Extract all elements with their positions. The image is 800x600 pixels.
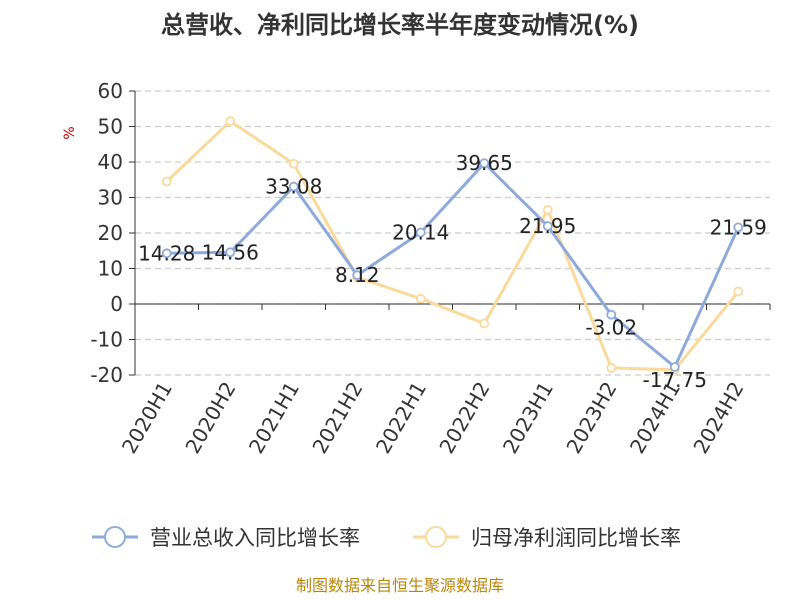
series-point-0 bbox=[225, 247, 236, 258]
series-lines bbox=[161, 116, 744, 375]
y-tick-label: 10 bbox=[98, 257, 123, 281]
series-point-1 bbox=[161, 176, 172, 187]
series-point-1 bbox=[288, 158, 299, 169]
series-point-0 bbox=[415, 227, 426, 238]
series-point-0 bbox=[669, 362, 680, 372]
data-label: 39.65 bbox=[456, 151, 513, 175]
series-point-0 bbox=[288, 181, 299, 192]
data-label: -17.75 bbox=[643, 368, 707, 392]
y-tick-label: 0 bbox=[110, 292, 123, 316]
y-tick-label: 20 bbox=[98, 221, 123, 245]
series-point-0 bbox=[542, 221, 553, 231]
series-line-0 bbox=[166, 161, 740, 369]
data-label: 21.95 bbox=[519, 214, 576, 238]
series-point-0 bbox=[479, 158, 490, 169]
y-tick-label: -20 bbox=[90, 363, 123, 387]
x-tick-label: 2020H2 bbox=[180, 378, 240, 458]
data-label: 8.12 bbox=[335, 263, 380, 287]
y-tick-label: 50 bbox=[98, 115, 123, 139]
data-label: -3.02 bbox=[585, 316, 637, 340]
legend-swatch-marker bbox=[104, 526, 126, 548]
x-tick-label: 2021H1 bbox=[244, 378, 304, 458]
series-line-1 bbox=[165, 119, 740, 372]
x-tick-label: 2023H2 bbox=[561, 378, 621, 458]
series-point-1 bbox=[415, 293, 426, 304]
y-tick-label: 30 bbox=[98, 186, 123, 210]
x-tick-label: 2022H1 bbox=[371, 378, 431, 458]
series-point-1 bbox=[479, 318, 490, 329]
grid-lines bbox=[135, 90, 770, 376]
y-tick-label: -10 bbox=[90, 328, 123, 352]
x-tick-label: 2022H2 bbox=[434, 378, 494, 458]
series-point-1 bbox=[606, 362, 617, 373]
data-label: 20.14 bbox=[392, 221, 449, 245]
y-tick-label: 40 bbox=[98, 150, 123, 174]
y-axis-unit: % bbox=[62, 126, 78, 139]
legend-label: 归母净利润同比增长率 bbox=[471, 526, 681, 550]
legend-label: 营业总收入同比增长率 bbox=[150, 526, 360, 550]
series-point-0 bbox=[733, 222, 744, 233]
source-note: 制图数据来自恒生聚源数据库 bbox=[296, 576, 504, 595]
series-point-1 bbox=[733, 286, 744, 297]
series-point-1 bbox=[542, 205, 553, 215]
y-tick-label: 60 bbox=[98, 79, 123, 103]
axes bbox=[129, 90, 771, 376]
series-point-0 bbox=[352, 270, 363, 281]
series-point-0 bbox=[161, 248, 172, 259]
y-tick-labels: 60 50 40 30 20 10 0 -10 -20 bbox=[90, 79, 123, 387]
legend-swatch-marker bbox=[425, 526, 447, 548]
data-label: 21.59 bbox=[710, 215, 767, 239]
chart-title: 总营收、净利同比增长率半年度变动情况(%) bbox=[161, 11, 639, 39]
data-labels: 14.28 14.56 33.08 8.12 20.14 39.65 21.95 -3.02 -… bbox=[138, 151, 767, 392]
x-tick-label: 2020H1 bbox=[117, 378, 177, 458]
legend: 营业总收入同比增长率 归母净利润同比增长率 bbox=[92, 526, 681, 550]
series-point-1 bbox=[225, 116, 236, 127]
data-label: 14.56 bbox=[202, 240, 259, 264]
data-label: 33.08 bbox=[265, 175, 322, 199]
data-label: 14.28 bbox=[138, 241, 195, 265]
series-point-0 bbox=[606, 309, 617, 320]
x-tick-label: 2023H1 bbox=[498, 378, 558, 458]
x-tick-label: 2021H2 bbox=[307, 378, 367, 458]
